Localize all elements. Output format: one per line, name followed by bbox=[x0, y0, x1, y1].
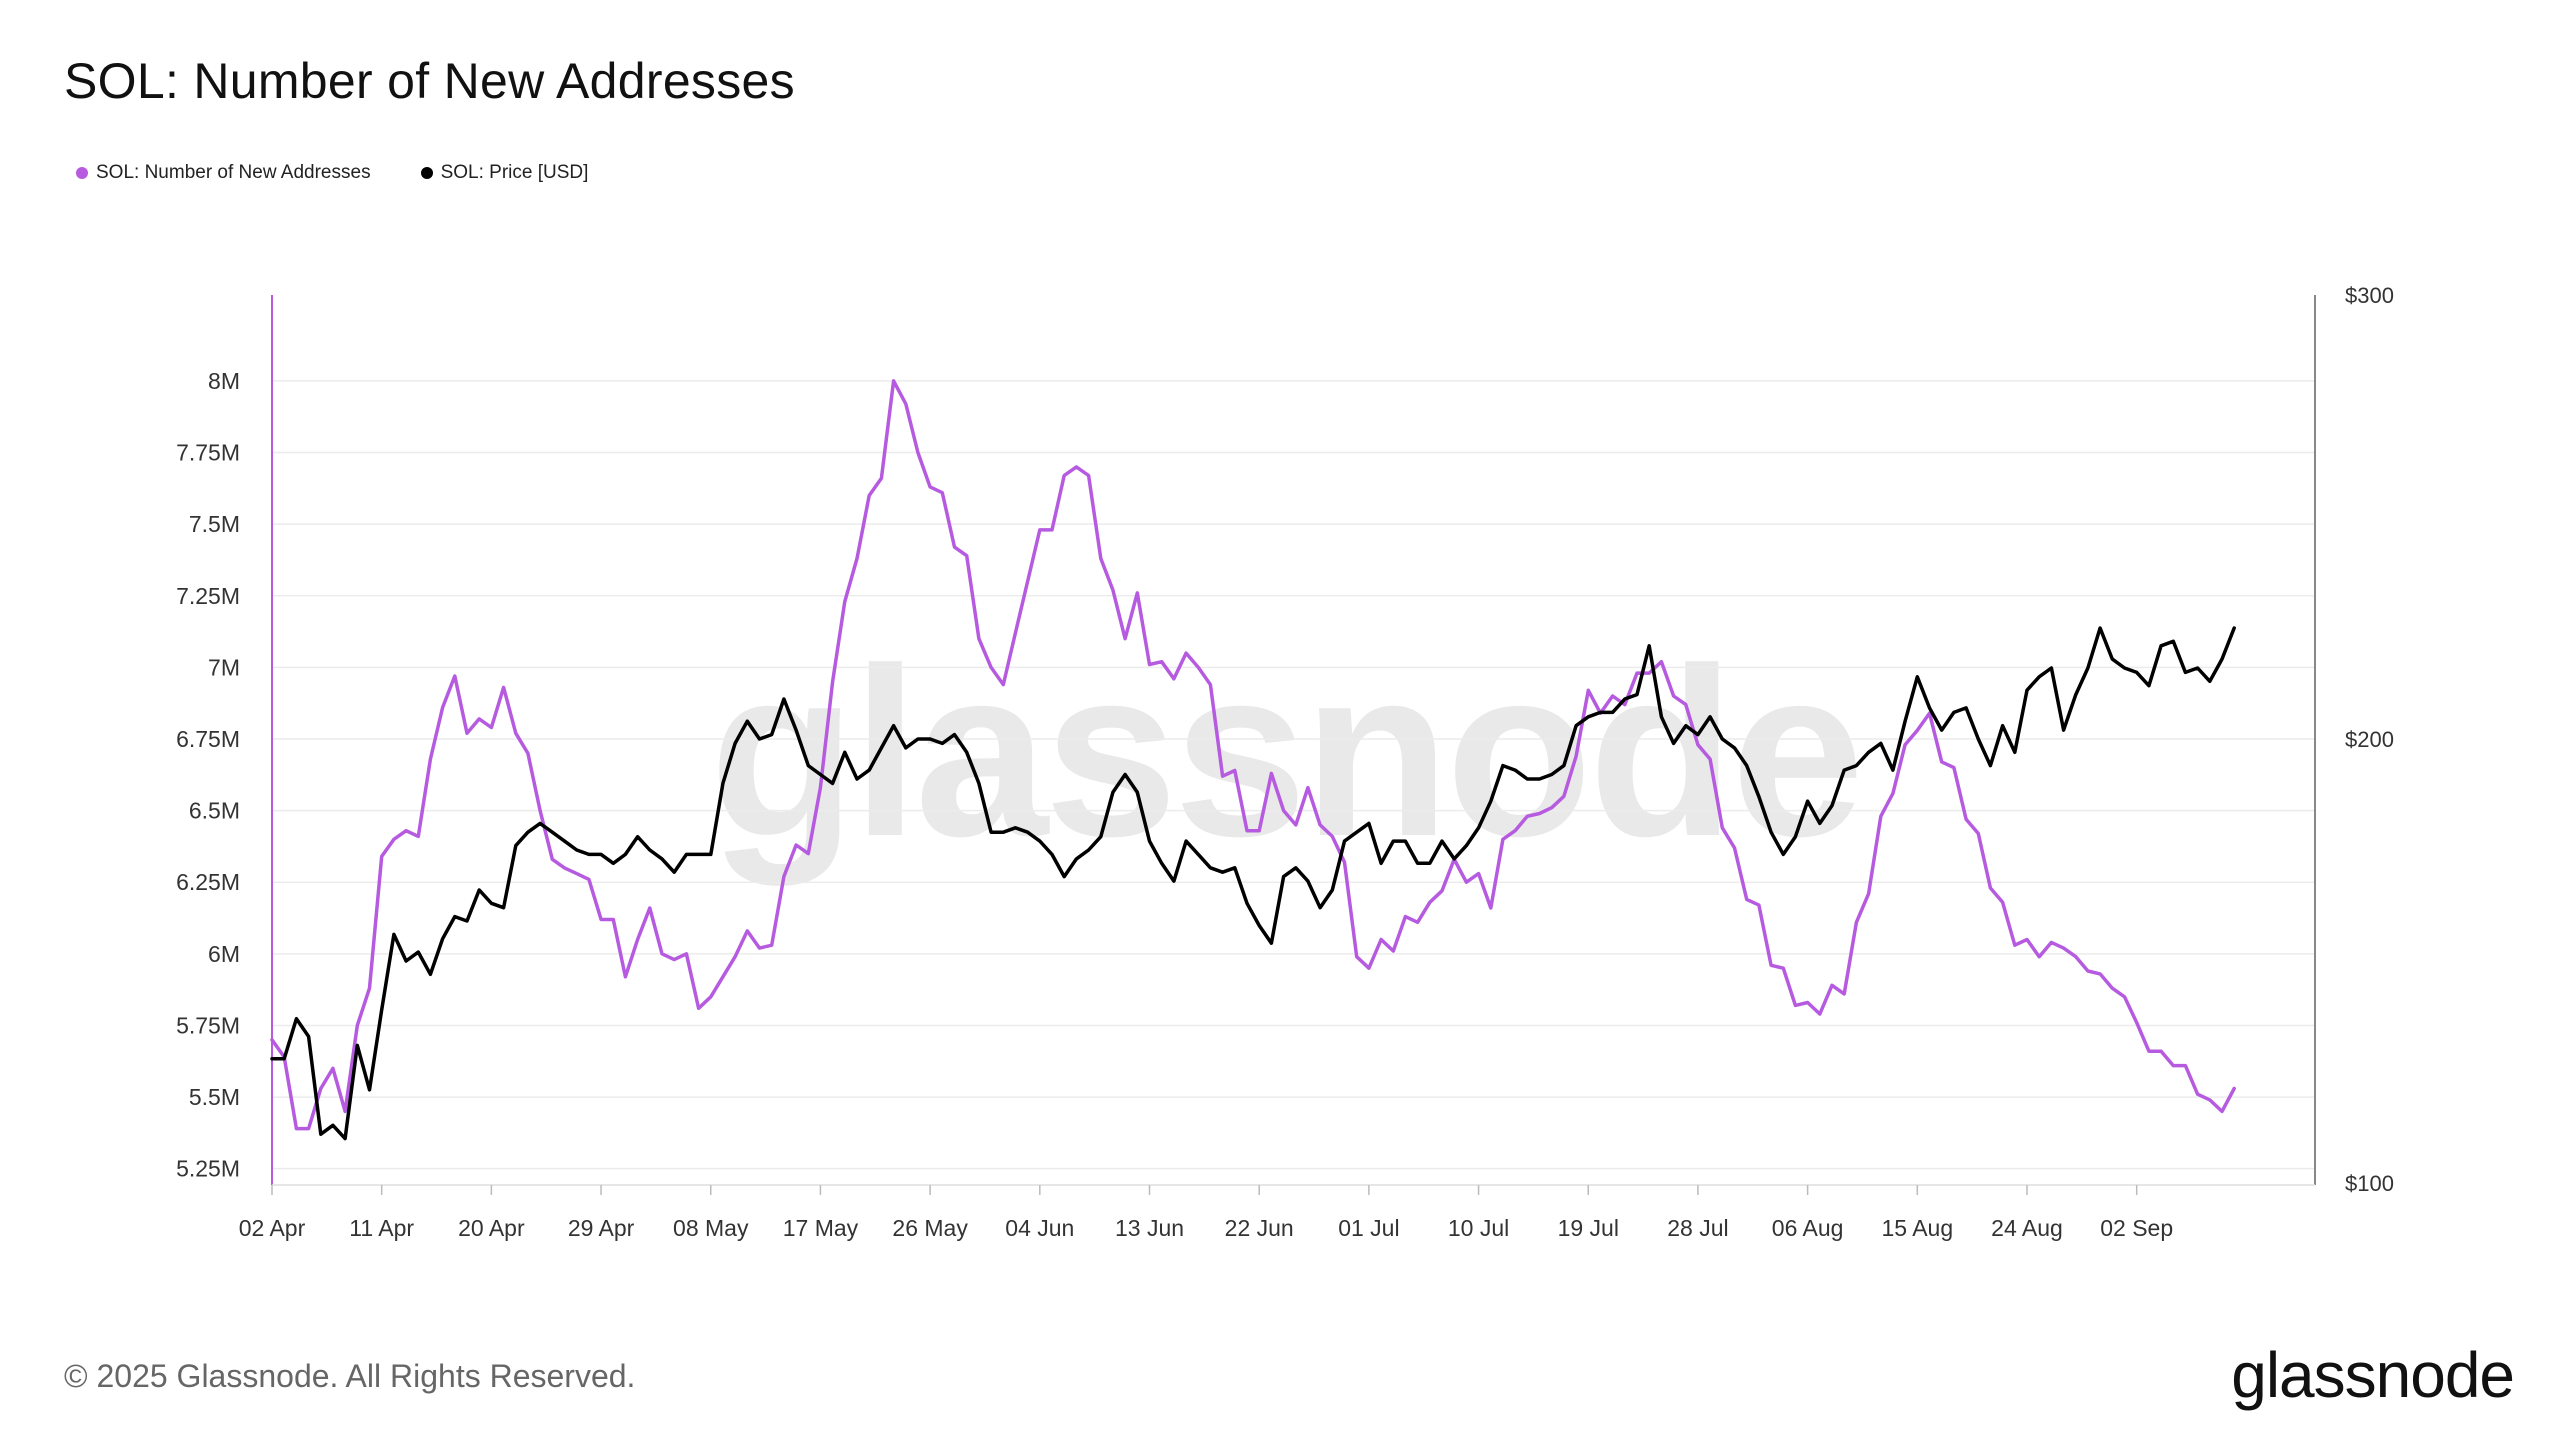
x-tick-label: 06 Aug bbox=[1772, 1215, 1844, 1241]
series-group bbox=[270, 379, 2236, 1141]
y-left-tick-label: 7.5M bbox=[189, 511, 240, 537]
copyright-text: © 2025 Glassnode. All Rights Reserved. bbox=[64, 1358, 636, 1394]
x-tick-label: 01 Jul bbox=[1338, 1215, 1399, 1241]
legend-label-price: SOL: Price [USD] bbox=[440, 162, 589, 183]
x-tick-label: 22 Jun bbox=[1225, 1215, 1294, 1241]
y-left-tick-label: 5.5M bbox=[189, 1084, 240, 1110]
x-tick-label: 04 Jun bbox=[1005, 1215, 1074, 1241]
x-tick-label: 28 Jul bbox=[1667, 1215, 1728, 1241]
y-right-tick-label: $300 bbox=[2345, 283, 2394, 308]
y-left-tick-label: 6.5M bbox=[189, 798, 240, 824]
y-left-tick-label: 7.75M bbox=[176, 440, 240, 466]
y-left-tick-label: 7.25M bbox=[176, 583, 240, 609]
x-tick-label: 17 May bbox=[783, 1215, 859, 1241]
legend-item-addresses[interactable]: SOL: Number of New Addresses bbox=[76, 162, 371, 184]
x-tick-label: 15 Aug bbox=[1881, 1215, 1953, 1241]
y-left-tick-label: 6M bbox=[208, 941, 240, 967]
x-tick-label: 11 Apr bbox=[349, 1215, 414, 1241]
y-right-tick-label: $100 bbox=[2345, 1171, 2394, 1196]
x-tick-label: 29 Apr bbox=[568, 1215, 635, 1241]
axes bbox=[271, 295, 2316, 1195]
x-tick-label: 19 Jul bbox=[1558, 1215, 1619, 1241]
y-left-tick-label: 6.75M bbox=[176, 726, 240, 752]
y-left-tick-label: 6.25M bbox=[176, 869, 240, 895]
y-left-tick-label: 8M bbox=[208, 368, 240, 394]
x-tick-label: 24 Aug bbox=[1991, 1215, 2063, 1241]
y-axis-left-labels: 5.25M 5.5M 5.75M 6M 6.25M 6.5M 6.75M 7M 7.25M 7.5… bbox=[176, 368, 240, 1182]
x-tick-label: 13 Jun bbox=[1115, 1215, 1184, 1241]
brand-logo: glassnode bbox=[2231, 1339, 2515, 1411]
y-right-tick-label: $200 bbox=[2345, 727, 2394, 752]
y-left-tick-label: 5.75M bbox=[176, 1012, 240, 1038]
x-axis-labels: 02 Apr 11 Apr 20 Apr 29 Apr 08 May 17 May 26 M… bbox=[239, 1215, 2173, 1241]
x-tick-label: 08 May bbox=[673, 1215, 749, 1241]
series-line-new-addresses[interactable] bbox=[270, 379, 2236, 1131]
legend-dot-price-icon bbox=[420, 167, 433, 179]
x-tick-label: 02 Sep bbox=[2100, 1215, 2173, 1241]
legend-dot-addresses-icon bbox=[76, 167, 88, 179]
x-tick-label: 26 May bbox=[892, 1215, 968, 1241]
y-left-tick-label: 5.25M bbox=[176, 1156, 240, 1182]
x-tick-label: 10 Jul bbox=[1448, 1215, 1509, 1241]
legend-item-price[interactable]: SOL: Price [USD] bbox=[420, 162, 589, 184]
watermark-text: glassnode bbox=[710, 618, 1861, 886]
series-line-price[interactable] bbox=[270, 626, 2236, 1141]
chart-title: SOL: Number of New Addresses bbox=[64, 53, 795, 109]
gridlines bbox=[272, 380, 2315, 1170]
x-tick-label: 02 Apr bbox=[239, 1215, 306, 1241]
x-tick-label: 20 Apr bbox=[458, 1215, 525, 1241]
legend: SOL: Number of New Addresses SOL: Price … bbox=[76, 162, 588, 184]
y-axis-right-labels: $100 $200 $300 bbox=[2345, 283, 2394, 1196]
y-left-tick-label: 7M bbox=[208, 654, 240, 680]
legend-label-addresses: SOL: Number of New Addresses bbox=[96, 162, 371, 183]
